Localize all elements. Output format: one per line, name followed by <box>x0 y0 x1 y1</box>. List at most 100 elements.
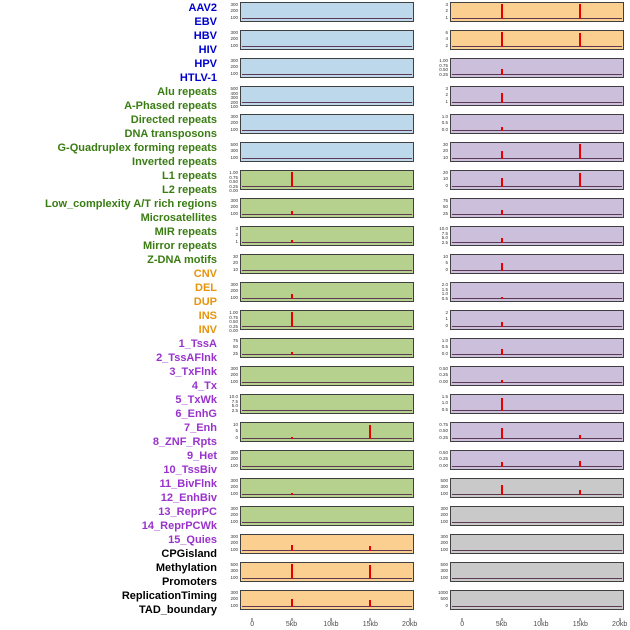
y-tick-label: 1.00 <box>229 310 238 315</box>
signal-baseline <box>242 158 412 159</box>
track-label: 10_TssBiv <box>163 464 217 476</box>
track-label: 1_TssA <box>178 338 217 350</box>
y-tick-label: 300 <box>230 148 238 154</box>
signal-baseline <box>452 494 622 495</box>
x-tick-label: 15kb <box>572 621 588 628</box>
x-tick-mark <box>579 618 581 621</box>
y-tick-label: 400 <box>230 90 238 96</box>
signal-spike <box>578 490 581 495</box>
track-plot <box>450 254 624 274</box>
track-plot-row: 0.75 0.50 0.25 <box>432 422 624 450</box>
x-tick-label: 5kb <box>285 621 298 628</box>
track-plot <box>450 310 624 330</box>
y-axis-ticks: 300 200 100 <box>222 366 240 386</box>
y-tick-label: 100 <box>440 574 448 580</box>
y-axis-ticks: 300 200 100 <box>432 534 450 554</box>
track-plot-row: 300 200 100 <box>222 534 414 562</box>
track-plot <box>240 450 414 470</box>
track-plot <box>450 86 624 106</box>
y-tick-label: 300 <box>230 95 238 100</box>
y-tick-label: 0.50 <box>439 366 448 371</box>
signal-baseline <box>452 186 622 187</box>
y-tick-label: 1.00 <box>229 170 238 175</box>
y-tick-label: 500 <box>230 142 238 147</box>
track-plot-row: 300 200 100 <box>222 30 414 58</box>
y-tick-label: 4 <box>445 36 448 42</box>
signal-baseline <box>452 158 622 159</box>
x-tick-mark <box>291 618 293 621</box>
track-label: MIR repeats <box>154 226 217 238</box>
y-axis-ticks: 1.5 1.0 0.5 <box>432 394 450 414</box>
track-plot-row: 0.50 0.25 0.00 <box>432 450 624 478</box>
y-tick-label: 1 <box>445 316 448 322</box>
y-tick-label: 0.5 <box>441 295 448 301</box>
y-tick-label: 2 <box>445 8 448 14</box>
signal-spike <box>290 598 293 607</box>
track-label: 5_TxWk <box>175 394 217 406</box>
y-axis-ticks: 300 200 100 <box>432 506 450 526</box>
track-label: Directed repeats <box>130 114 217 126</box>
track-plot <box>240 226 414 246</box>
x-tick-label: 20kb <box>402 621 418 628</box>
track-label: 2_TssAFlnk <box>156 352 217 364</box>
column-gap <box>414 0 432 630</box>
signal-spike <box>290 294 293 299</box>
track-plot-row: 500 300 100 <box>222 562 414 590</box>
plot-rows-1: 300 200 100 300 200 100 300 200 100 500 400 300 200 1… <box>222 0 414 618</box>
y-tick-label: 200 <box>230 372 238 378</box>
y-tick-label: 1 <box>445 98 448 104</box>
track-plot-row: 300 200 100 <box>222 282 414 310</box>
track-plot <box>240 338 414 358</box>
signal-spike <box>290 210 293 215</box>
y-axis-ticks: 300 200 100 <box>222 282 240 302</box>
signal-spike <box>500 93 503 103</box>
signal-spike <box>290 239 293 243</box>
track-plot <box>240 114 414 134</box>
track-plot <box>240 198 414 218</box>
track-plot-row: 500 300 100 <box>432 478 624 506</box>
y-tick-label: 0.50 <box>439 428 448 434</box>
track-plot <box>240 86 414 106</box>
y-tick-label: 20 <box>442 170 448 175</box>
y-tick-label: 0 <box>445 602 448 608</box>
y-tick-label: 1.0 <box>441 114 448 119</box>
track-label: 8_ZNF_Rpts <box>152 436 217 448</box>
y-tick-label: 100 <box>230 126 238 132</box>
y-tick-label: 100 <box>230 490 238 496</box>
track-plot <box>450 506 624 526</box>
track-label: HIV <box>198 44 217 56</box>
y-tick-label: 7.5 <box>441 230 448 236</box>
signal-spike <box>578 32 581 47</box>
signal-spike <box>500 462 503 467</box>
y-tick-label: 10.0 <box>229 394 238 399</box>
y-axis-ticks: 0.50 0.25 0.00 <box>432 366 450 386</box>
y-axis-ticks: 10 5 0 <box>432 254 450 274</box>
y-axis-ticks: 500 300 100 <box>222 142 240 162</box>
signal-spike <box>500 238 503 243</box>
track-label: L1 repeats <box>161 170 217 182</box>
track-plot <box>450 282 624 302</box>
y-tick-label: 0.25 <box>439 71 448 77</box>
signal-baseline <box>452 270 622 271</box>
y-axis-ticks: 0.50 0.25 0.00 <box>432 450 450 470</box>
x-tick-mark <box>369 618 371 621</box>
y-axis-ticks: 1.00 0.75 0.50 0.25 0.00 <box>222 170 240 192</box>
y-tick-label: 0.75 <box>229 174 238 180</box>
track-plot <box>450 2 624 22</box>
y-tick-label: 1.00 <box>439 58 448 63</box>
y-axis-ticks: 500 300 100 <box>432 478 450 498</box>
x-tick-mark <box>619 618 621 621</box>
signal-spike <box>578 143 581 159</box>
y-tick-label: 0 <box>445 182 448 188</box>
signal-spike <box>578 460 581 467</box>
track-plot-row: 300 200 100 <box>222 198 414 226</box>
x-axis-2: 0 5kb 10kb 15kb 20kb <box>450 618 627 630</box>
track-label: 4_Tx <box>191 380 217 392</box>
x-tick-label: 5kb <box>495 621 508 628</box>
y-tick-label: 75 <box>442 198 448 203</box>
y-tick-label: 0.00 <box>439 378 448 384</box>
y-tick-label: 50 <box>232 344 238 350</box>
x-tick-label: 15kb <box>362 621 378 628</box>
